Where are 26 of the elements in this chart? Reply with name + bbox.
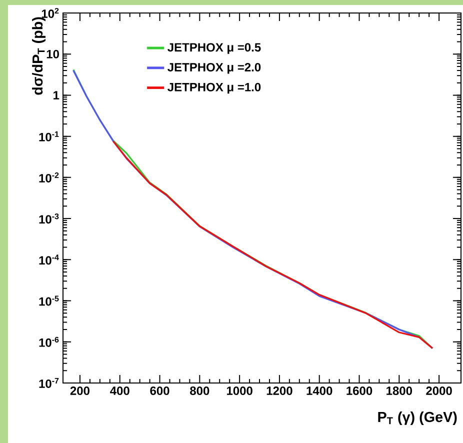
legend-label: JETPHOX μ =1.0 [168, 82, 261, 94]
x-tick-label: 600 [150, 386, 170, 396]
y-tick-label: 10$^{-4}$ [39, 254, 59, 265]
y-tick-label: 10$^{-6}$ [39, 336, 59, 347]
x-tick-label: 200 [70, 386, 90, 396]
y-axis-title: dσ/dP$_{T}$ (pb) [32, 17, 46, 95]
x-tick-label: 1600 [346, 386, 372, 396]
legend-label: JETPHOX μ =2.0 [168, 62, 261, 74]
x-tick-label: 1200 [266, 386, 292, 396]
y-tick-label: 10$^{-5}$ [39, 296, 59, 306]
y-tick-label: 10$^{-1}$ [39, 131, 59, 142]
y-tick-label: 10$^{2}$ [42, 8, 59, 18]
line-series [112, 140, 434, 350]
x-tick-label: 800 [190, 386, 210, 396]
x-tick-label: 1800 [386, 386, 412, 396]
y-tick-label: 10 [46, 50, 59, 58]
x-tick-label: 1400 [306, 386, 332, 396]
y-tick-label: 10$^{-7}$ [39, 378, 59, 388]
y-tick-label: 10$^{-2}$ [39, 172, 59, 182]
x-tick-label: 2000 [426, 386, 452, 396]
x-tick-label: 400 [110, 386, 130, 396]
y-tick-label: 10$^{-3}$ [39, 214, 59, 224]
legend-label: JETPHOX μ =0.5 [168, 43, 261, 54]
x-axis-title: P$_{T}$ (γ) (GeV) [378, 412, 457, 425]
x-tick-label: 1000 [226, 386, 252, 396]
y-tick-label: 1 [54, 91, 60, 100]
